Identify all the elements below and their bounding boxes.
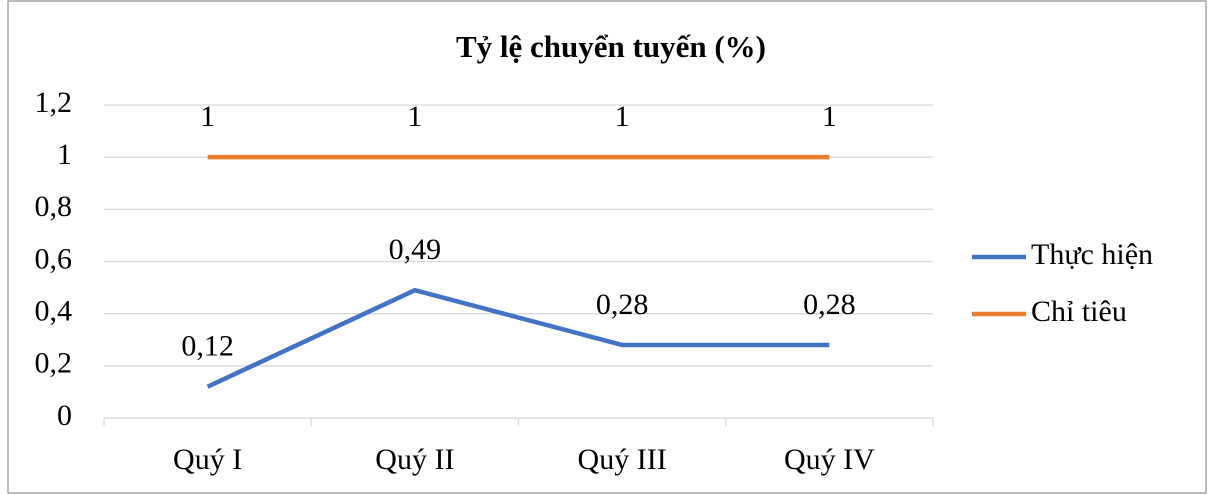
x-tick-label: Quý II <box>375 443 454 476</box>
data-label: 1 <box>200 100 215 133</box>
y-tick-label: 1,2 <box>35 86 73 119</box>
y-tick-label: 0 <box>57 399 72 432</box>
y-tick-label: 0,4 <box>35 295 73 328</box>
y-tick-label: 1 <box>57 138 72 171</box>
data-label: 1 <box>615 100 630 133</box>
data-label: 0,28 <box>803 288 856 321</box>
data-label: 0,49 <box>389 233 442 266</box>
x-tick-label: Quý I <box>173 443 242 476</box>
y-tick-label: 0,6 <box>35 242 73 275</box>
data-label: 1 <box>822 100 837 133</box>
data-label: 0,12 <box>181 330 234 363</box>
x-tick-label: Quý III <box>578 443 667 476</box>
y-tick-label: 0,2 <box>35 347 73 380</box>
data-label: 1 <box>407 100 422 133</box>
y-tick-label: 0,8 <box>35 190 73 223</box>
x-tick-label: Quý IV <box>784 443 875 476</box>
chart-title: Tỷ lệ chuyển tuyến (%) <box>456 29 766 64</box>
legend-label: Thực hiện <box>1031 238 1153 271</box>
data-label: 0,28 <box>596 288 649 321</box>
legend-label: Chỉ tiêu <box>1031 295 1127 328</box>
chart-border <box>7 0 1207 494</box>
series-line <box>206 287 830 389</box>
